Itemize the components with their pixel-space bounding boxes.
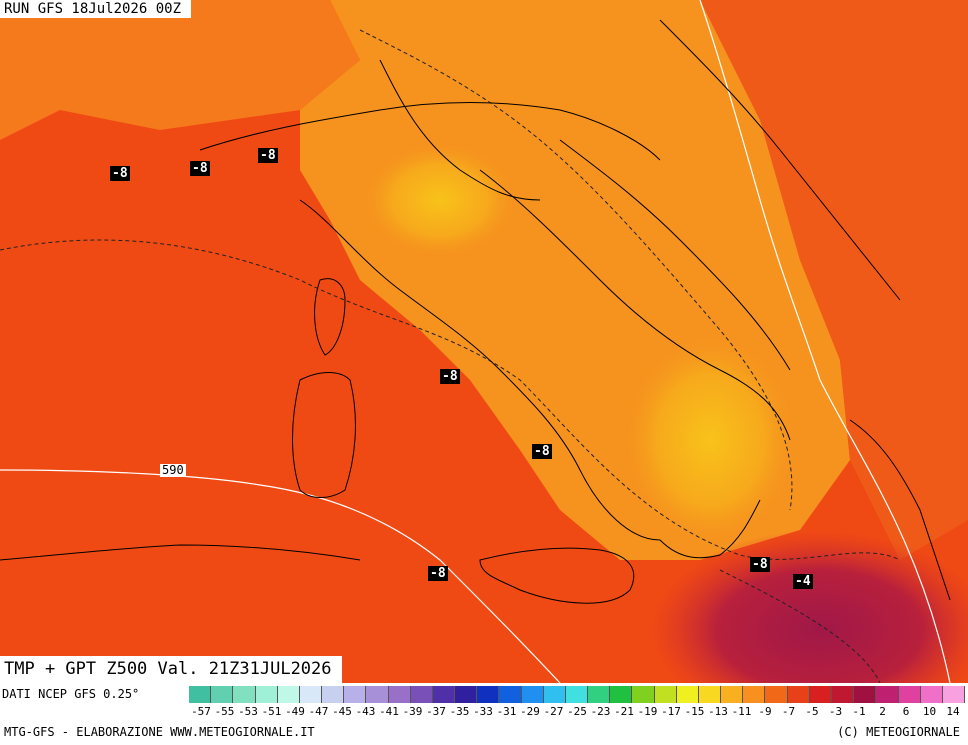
color-swatch <box>322 686 345 703</box>
color-swatch <box>809 686 832 703</box>
temp-label: -8 <box>190 161 210 176</box>
color-scale-tick: -11 <box>731 705 752 718</box>
color-scale-tick: -47 <box>308 705 329 718</box>
color-scale-tick: -49 <box>285 705 305 718</box>
color-swatch <box>654 686 677 703</box>
temperature-map <box>0 0 968 683</box>
color-swatch <box>388 686 411 703</box>
color-scale-tick: -57 <box>191 705 211 718</box>
color-swatch <box>189 686 212 703</box>
color-swatch <box>942 686 966 703</box>
isohypse-label: 590 <box>160 463 186 477</box>
color-swatch <box>366 686 389 703</box>
color-scale-tick: -25 <box>567 705 587 718</box>
color-scale-tick: -43 <box>355 705 376 718</box>
color-scale-tick: -53 <box>238 705 258 718</box>
color-swatch <box>499 686 522 703</box>
color-scale-tick: -35 <box>449 705 470 718</box>
color-swatch <box>211 686 234 703</box>
temp-label: -8 <box>440 369 460 384</box>
temp-label: -8 <box>532 444 552 459</box>
color-swatch <box>255 686 278 703</box>
color-scale-tick: -21 <box>614 705 634 718</box>
color-swatch <box>854 686 877 703</box>
temp-label: -4 <box>793 574 813 589</box>
temp-label: -8 <box>258 148 278 163</box>
color-scale-tick: -1 <box>852 705 866 718</box>
color-scale-tick: -45 <box>332 705 352 718</box>
color-swatch <box>721 686 744 703</box>
color-swatch <box>787 686 810 703</box>
chart-title: TMP + GPT Z500 Val. 21Z31JUL2026 <box>0 656 342 683</box>
color-scale-tick: -33 <box>473 705 493 718</box>
color-swatch <box>588 686 611 703</box>
hot-core-north <box>360 140 520 260</box>
cold-pool-southeast <box>650 530 968 683</box>
temp-label: -8 <box>428 566 448 581</box>
color-swatch <box>477 686 500 703</box>
color-swatch <box>521 686 544 703</box>
color-scale-tick: -29 <box>520 705 540 718</box>
color-swatch <box>632 686 655 703</box>
color-scale-tick: 2 <box>879 705 886 718</box>
color-swatch <box>410 686 433 703</box>
legend-area: DATI NCEP GFS 0.25° -57 -55 -53 -51 -49 -47 -4… <box>0 683 968 745</box>
color-scale-tick: 10 <box>922 705 937 718</box>
color-swatch <box>277 686 300 703</box>
credit-right: (C) METEOGIORNALE <box>837 725 960 739</box>
color-swatch <box>455 686 478 703</box>
color-swatch <box>876 686 899 703</box>
warm-region-nw <box>0 0 360 140</box>
color-swatch <box>432 686 456 703</box>
color-scale-tick: -3 <box>828 705 843 718</box>
isotherm-line <box>0 239 901 561</box>
run-label: RUN GFS 18Jul2026 00Z <box>0 0 192 18</box>
color-scale-tick: -41 <box>379 705 399 718</box>
color-scale-tick: -17 <box>661 705 681 718</box>
color-scale-tick: -39 <box>402 705 423 718</box>
color-scale-ticks: -57 -55 -53 -51 -49 -47 -45 -43 -41 -39 -37 -35 -33-… <box>189 705 965 719</box>
color-scale-tick: -13 <box>708 705 728 718</box>
isohypse-line <box>0 469 561 683</box>
color-scale-tick: -23 <box>590 705 611 718</box>
hot-core-south <box>620 330 800 550</box>
color-scale-tick: -15 <box>684 705 705 718</box>
credit-left: MTG-GFS - ELABORAZIONE WWW.METEOGIORNALE… <box>4 725 315 739</box>
warm-region-east <box>700 0 968 560</box>
borders <box>0 19 951 604</box>
isohypse-line <box>699 0 951 683</box>
color-scale-tick: -27 <box>543 705 564 718</box>
color-scale-tick: -37 <box>426 705 446 718</box>
color-scale-tick: -55 <box>214 705 235 718</box>
temp-label: -8 <box>110 166 130 181</box>
data-source: DATI NCEP GFS 0.25° <box>2 687 140 701</box>
isotherm-line <box>719 569 881 683</box>
color-swatch <box>698 686 722 703</box>
color-swatch <box>344 686 367 703</box>
color-scale-tick: -7 <box>781 705 796 718</box>
color-scale-tick: -51 <box>261 705 282 718</box>
isotherm-line <box>359 29 793 511</box>
color-swatch <box>543 686 566 703</box>
color-swatch <box>920 686 943 703</box>
color-swatch <box>743 686 766 703</box>
color-swatch <box>831 686 855 703</box>
color-scale-tick: -19 <box>637 705 658 718</box>
color-scale-tick: 6 <box>902 705 910 718</box>
color-scale <box>189 686 966 703</box>
color-swatch <box>765 686 788 703</box>
color-scale-tick: 14 <box>946 705 960 718</box>
color-scale-tick: -9 <box>758 705 772 718</box>
color-swatch <box>610 686 633 703</box>
color-scale-tick: -31 <box>496 705 517 718</box>
color-swatch <box>898 686 921 703</box>
color-swatch <box>299 686 323 703</box>
color-swatch <box>676 686 699 703</box>
color-swatch <box>565 686 589 703</box>
color-swatch <box>233 686 256 703</box>
color-scale-tick: -5 <box>805 705 819 718</box>
temp-label: -8 <box>750 557 770 572</box>
